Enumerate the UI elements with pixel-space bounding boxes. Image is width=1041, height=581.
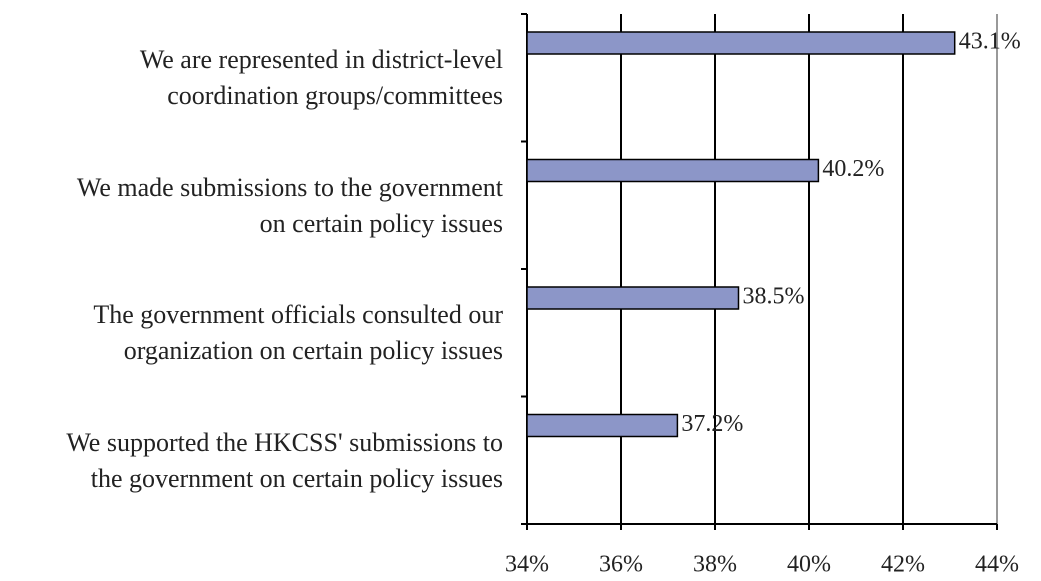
category-label: We made submissions to the government on… <box>76 172 503 238</box>
category-label: The government officials consulted our o… <box>93 300 503 365</box>
x-tick-label: 36% <box>599 552 643 578</box>
bar <box>526 31 956 55</box>
bar <box>526 286 740 310</box>
value-label: 38.5% <box>743 284 805 310</box>
x-tick-label: 44% <box>975 552 1019 578</box>
bar <box>526 413 679 438</box>
x-tick-label: 40% <box>787 552 831 578</box>
x-tick-label: 34% <box>505 552 549 578</box>
bar <box>526 158 820 183</box>
category-label: We supported the HKCSS' submissions to t… <box>66 427 503 493</box>
value-label: 43.1% <box>959 29 1021 55</box>
value-label: 40.2% <box>822 156 884 182</box>
value-label: 37.2% <box>681 411 743 437</box>
x-tick-label: 38% <box>693 552 737 578</box>
category-label: We are represented in district-level coo… <box>139 45 503 110</box>
x-tick-label: 42% <box>881 552 925 578</box>
